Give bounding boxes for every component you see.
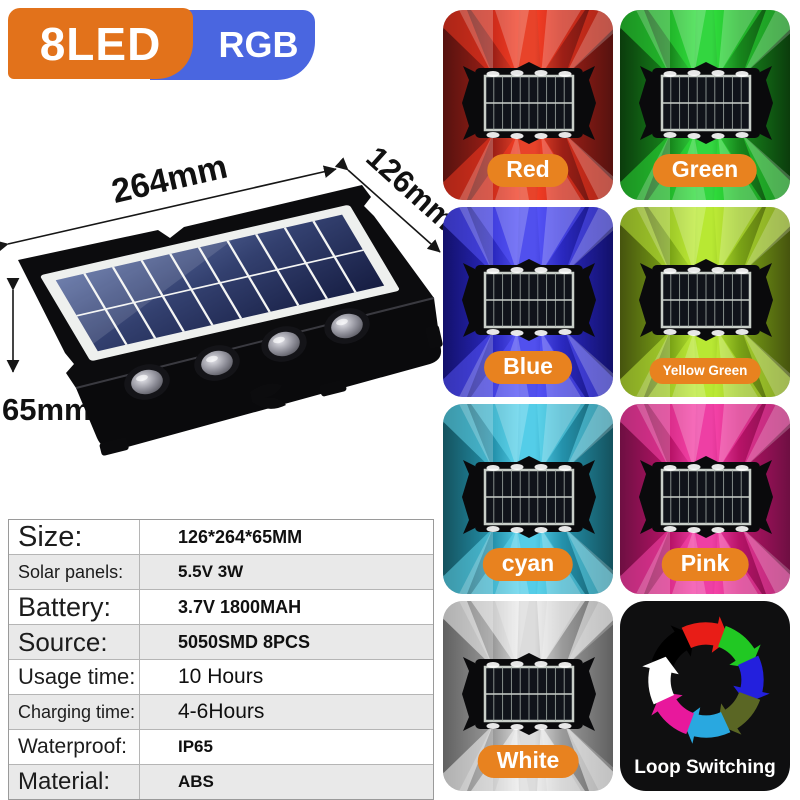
color-label: cyan xyxy=(482,548,574,581)
lamp-glow-art xyxy=(443,207,613,397)
color-label: Green xyxy=(652,154,758,187)
led-count-label: 8LED xyxy=(39,17,162,70)
spec-value: 5050SMD 8PCS xyxy=(178,631,311,652)
spec-row: Waterproof: IP65 xyxy=(9,729,433,764)
mini-lamp xyxy=(462,62,596,144)
color-variant-tile: Loop Switching xyxy=(620,601,790,791)
mini-lamp xyxy=(462,653,596,735)
spec-label: Usage time: xyxy=(9,660,140,694)
spec-label: Source: xyxy=(9,625,140,659)
led-lenses xyxy=(124,308,370,400)
color-variant-tile: White xyxy=(443,601,613,791)
spec-value: IP65 xyxy=(178,737,213,756)
spec-row: Battery: 3.7V 1800MAH xyxy=(9,589,433,624)
color-variant-tile: Red xyxy=(443,10,613,200)
lamp-glow-art xyxy=(443,10,613,200)
spec-value: ABS xyxy=(178,772,214,791)
spec-label: Solar panels: xyxy=(9,555,140,589)
spec-label: Charging time: xyxy=(9,695,140,729)
color-variant-tile: cyan xyxy=(443,404,613,594)
spec-label: Size: xyxy=(9,520,140,554)
solar-lamp-image xyxy=(18,185,443,456)
color-label: Loop Switching xyxy=(634,757,776,778)
color-label: White xyxy=(477,745,579,778)
color-label: Red xyxy=(487,154,569,187)
color-variant-grid: Red xyxy=(443,10,790,791)
dimension-lines xyxy=(0,157,441,373)
color-variant-tile: Green xyxy=(620,10,790,200)
light-beams xyxy=(443,10,613,200)
color-label: Yellow Green xyxy=(649,357,761,384)
lamp-glow-art xyxy=(620,404,790,594)
spec-row: Solar panels: 5.5V 3W xyxy=(9,554,433,589)
mini-lamp xyxy=(462,259,596,341)
spec-table: Size: 126*264*65MM Solar panels: 5.5V 3W… xyxy=(8,519,434,800)
color-variant-tile: Pink xyxy=(620,404,790,594)
color-label: Pink xyxy=(661,548,749,581)
spec-label: Waterproof: xyxy=(9,730,140,764)
color-variant-tile: Yellow Green xyxy=(620,207,790,397)
spec-value: 5.5V 3W xyxy=(178,562,244,581)
spec-row: Source: 5050SMD 8PCS xyxy=(9,624,433,659)
product-dimension-drawing: 264mm 126mm 65mm xyxy=(0,139,460,456)
spec-value: 126*264*65MM xyxy=(178,526,303,547)
color-variant-tile: Blue xyxy=(443,207,613,397)
dimension-height-label: 65mm xyxy=(2,392,92,427)
dimension-width-label: 264mm xyxy=(108,148,231,211)
light-beams xyxy=(443,207,613,397)
rgb-badge-label: RGB xyxy=(218,24,299,65)
mini-lamp xyxy=(639,259,773,341)
spec-row: Material: ABS xyxy=(9,764,433,799)
spec-row: Size: 126*264*65MM xyxy=(9,520,433,554)
spec-value: 3.7V 1800MAH xyxy=(178,596,302,617)
spec-value: 4-6Hours xyxy=(178,700,265,723)
color-label: Blue xyxy=(484,351,572,384)
spec-row: Charging time: 4-6Hours xyxy=(9,694,433,729)
loop-arrows-icon xyxy=(642,616,770,744)
mini-lamp xyxy=(462,456,596,538)
mini-lamp xyxy=(639,456,773,538)
spec-value: 10 Hours xyxy=(178,665,264,688)
spec-label: Battery: xyxy=(9,590,140,624)
led-count-badge: 8LED xyxy=(8,8,193,79)
mini-lamp xyxy=(639,62,773,144)
spec-row: Usage time: 10 Hours xyxy=(9,659,433,694)
spec-label: Material: xyxy=(9,765,140,799)
